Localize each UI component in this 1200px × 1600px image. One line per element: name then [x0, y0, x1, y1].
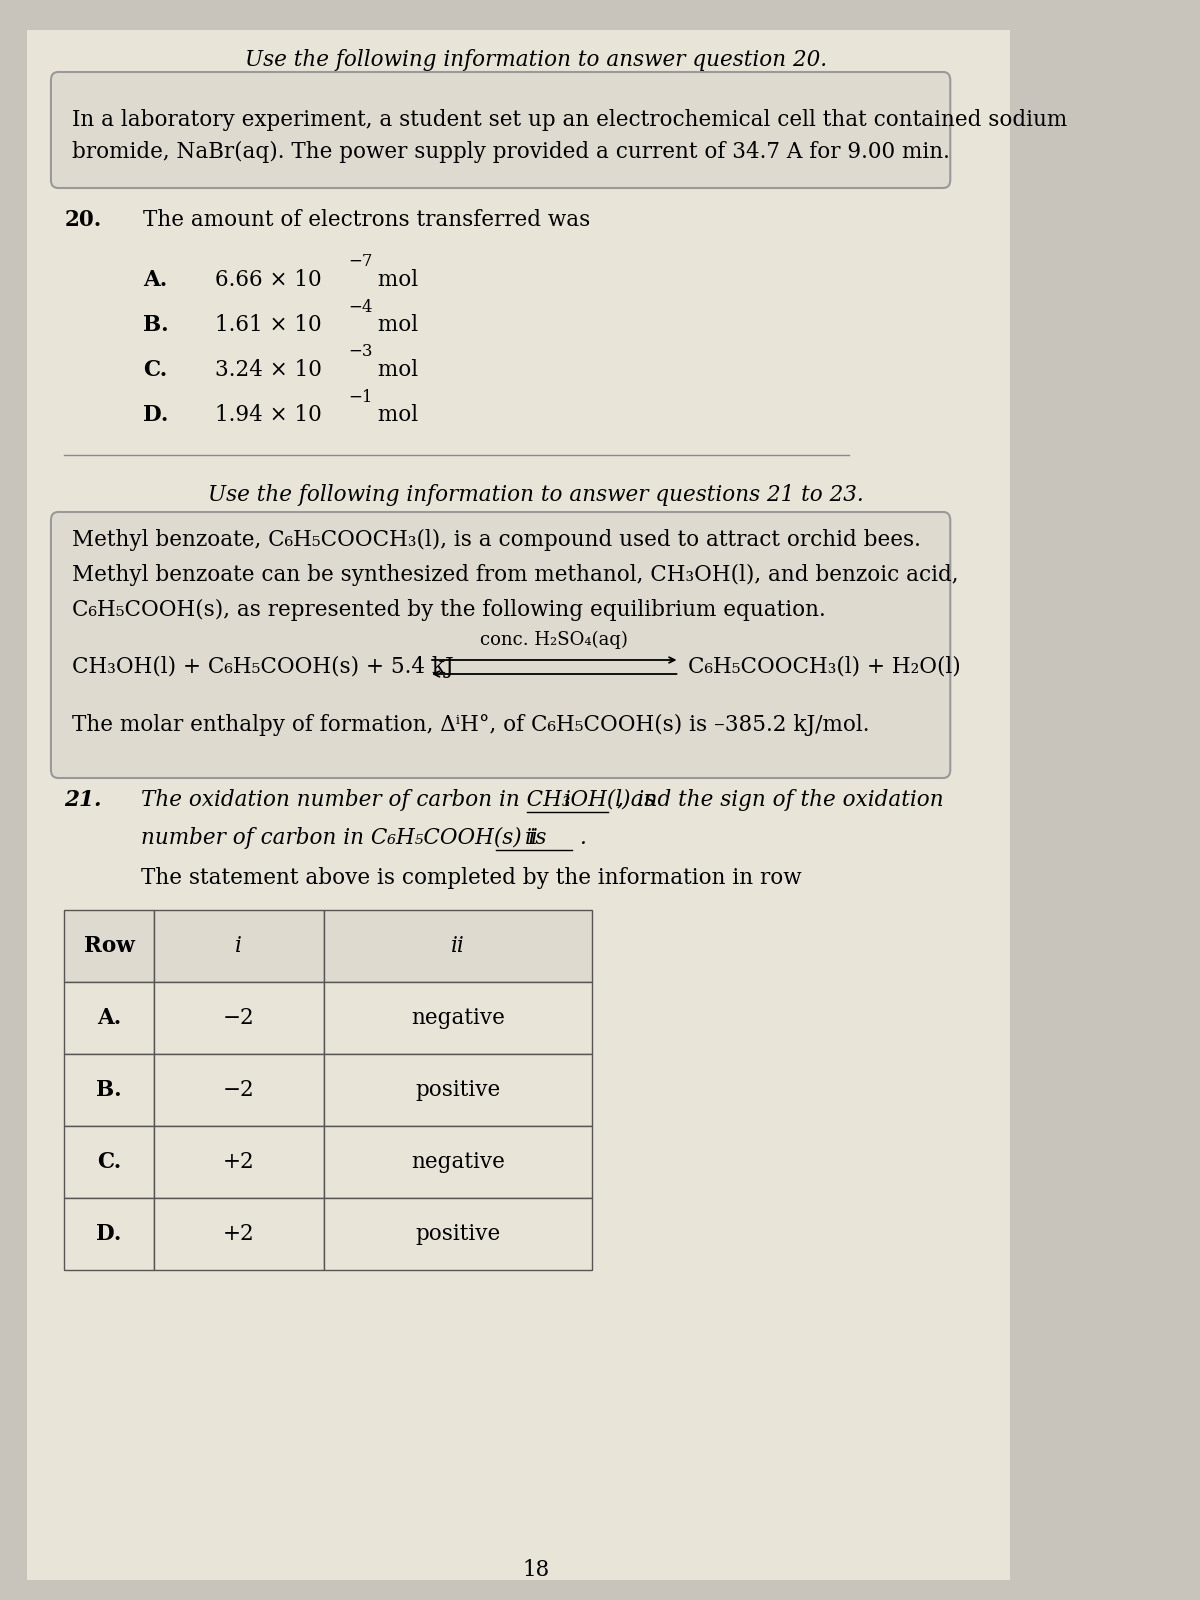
Text: negative: negative	[410, 1150, 505, 1173]
Bar	[154, 910, 324, 982]
Text: 6.66 × 10: 6.66 × 10	[215, 269, 322, 291]
Text: A.: A.	[143, 269, 167, 291]
Text: 1.94 × 10: 1.94 × 10	[215, 403, 322, 426]
Text: B.: B.	[143, 314, 169, 336]
Text: positive: positive	[415, 1078, 500, 1101]
Bar	[324, 1126, 592, 1198]
Text: 20.: 20.	[65, 210, 102, 230]
Text: number of carbon in C₆H₅COOH(s) is: number of carbon in C₆H₅COOH(s) is	[142, 827, 547, 850]
Text: 21.: 21.	[65, 789, 102, 811]
Text: +2: +2	[223, 1222, 254, 1245]
Bar	[65, 1054, 154, 1126]
Text: A.: A.	[97, 1006, 121, 1029]
Text: ii: ii	[451, 934, 464, 957]
Text: negative: negative	[410, 1006, 505, 1029]
Bar	[324, 910, 592, 982]
Text: i: i	[564, 789, 571, 811]
Bar	[154, 1126, 324, 1198]
Text: Row: Row	[84, 934, 134, 957]
Bar	[65, 1126, 154, 1198]
Bar	[65, 910, 154, 982]
Text: D.: D.	[143, 403, 168, 426]
Text: −2: −2	[223, 1078, 254, 1101]
FancyBboxPatch shape	[50, 512, 950, 778]
Text: positive: positive	[415, 1222, 500, 1245]
Text: 18: 18	[523, 1558, 550, 1581]
Text: 3.24 × 10: 3.24 × 10	[215, 358, 322, 381]
Text: −1: −1	[349, 389, 373, 405]
Text: .: .	[580, 827, 586, 850]
Bar	[324, 1198, 592, 1270]
Text: mol: mol	[371, 403, 418, 426]
FancyBboxPatch shape	[50, 72, 950, 187]
Text: −2: −2	[223, 1006, 254, 1029]
Text: −4: −4	[349, 299, 373, 315]
Text: mol: mol	[371, 314, 418, 336]
Text: C₆H₅COOCH₃(l) + H₂O(l): C₆H₅COOCH₃(l) + H₂O(l)	[689, 656, 961, 678]
Text: The oxidation number of carbon in CH₃OH(l) is: The oxidation number of carbon in CH₃OH(…	[142, 789, 655, 811]
Text: C₆H₅COOH(s), as represented by the following equilibrium equation.: C₆H₅COOH(s), as represented by the follo…	[72, 598, 826, 621]
Text: −7: −7	[349, 253, 373, 270]
Text: The molar enthalpy of formation, ΔⁱH°, of C₆H₅COOH(s) is –385.2 kJ/mol.: The molar enthalpy of formation, ΔⁱH°, o…	[72, 714, 869, 736]
Text: ii: ii	[526, 827, 539, 850]
Text: mol: mol	[371, 269, 418, 291]
Bar	[154, 1054, 324, 1126]
Text: CH₃OH(l) + C₆H₅COOH(s) + 5.4 kJ: CH₃OH(l) + C₆H₅COOH(s) + 5.4 kJ	[72, 656, 454, 678]
Text: In a laboratory experiment, a student set up an electrochemical cell that contai: In a laboratory experiment, a student se…	[72, 109, 1067, 131]
Text: +2: +2	[223, 1150, 254, 1173]
Text: 1.61 × 10: 1.61 × 10	[215, 314, 322, 336]
FancyBboxPatch shape	[26, 30, 1010, 1581]
Text: i: i	[235, 934, 242, 957]
Text: −3: −3	[349, 344, 373, 360]
Text: Use the following information to answer questions 21 to 23.: Use the following information to answer …	[209, 483, 864, 506]
Text: C.: C.	[143, 358, 167, 381]
Text: bromide, NaBr(aq). The power supply provided a current of 34.7 A for 9.00 min.: bromide, NaBr(aq). The power supply prov…	[72, 141, 949, 163]
Text: The statement above is completed by the information in row: The statement above is completed by the …	[142, 867, 802, 890]
Bar	[154, 1198, 324, 1270]
Bar	[324, 1054, 592, 1126]
Text: , and the sign of the oxidation: , and the sign of the oxidation	[617, 789, 943, 811]
Text: mol: mol	[371, 358, 418, 381]
Text: Use the following information to answer question 20.: Use the following information to answer …	[245, 50, 828, 70]
Text: conc. H₂SO₄(aq): conc. H₂SO₄(aq)	[480, 630, 628, 650]
Bar	[65, 982, 154, 1054]
Text: B.: B.	[96, 1078, 122, 1101]
Text: Methyl benzoate, C₆H₅COOCH₃(l), is a compound used to attract orchid bees.: Methyl benzoate, C₆H₅COOCH₃(l), is a com…	[72, 530, 920, 550]
Text: Methyl benzoate can be synthesized from methanol, CH₃OH(l), and benzoic acid,: Methyl benzoate can be synthesized from …	[72, 563, 958, 586]
Text: C.: C.	[97, 1150, 121, 1173]
Text: D.: D.	[96, 1222, 121, 1245]
Bar	[65, 1198, 154, 1270]
Bar	[154, 982, 324, 1054]
Bar	[324, 982, 592, 1054]
Text: The amount of electrons transferred was: The amount of electrons transferred was	[143, 210, 590, 230]
